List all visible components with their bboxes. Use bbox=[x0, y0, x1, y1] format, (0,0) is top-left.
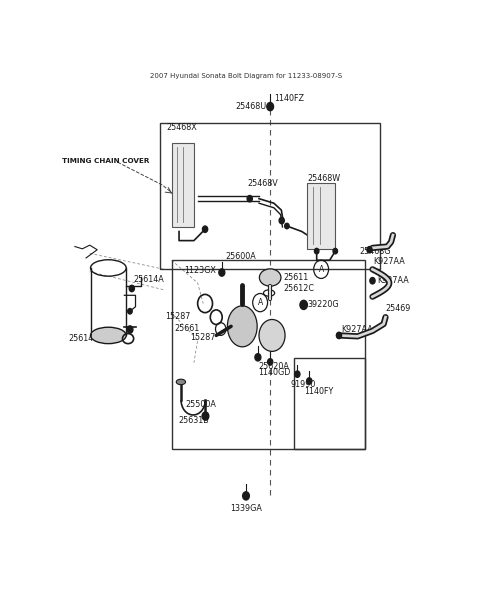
Text: 2007 Hyundai Sonata Bolt Diagram for 11233-08907-S: 2007 Hyundai Sonata Bolt Diagram for 112… bbox=[150, 73, 342, 79]
Bar bbox=[294, 358, 365, 449]
Bar bbox=[307, 183, 335, 249]
Circle shape bbox=[267, 102, 274, 111]
Ellipse shape bbox=[259, 320, 285, 352]
Circle shape bbox=[314, 249, 319, 254]
Ellipse shape bbox=[228, 306, 257, 347]
Text: 25612C: 25612C bbox=[283, 284, 314, 294]
Circle shape bbox=[247, 195, 252, 202]
Circle shape bbox=[279, 217, 284, 224]
Circle shape bbox=[255, 353, 261, 361]
Text: 25468X: 25468X bbox=[166, 123, 197, 132]
Circle shape bbox=[129, 285, 134, 292]
Text: 25468G: 25468G bbox=[360, 247, 391, 256]
Text: 1140FY: 1140FY bbox=[304, 387, 333, 397]
Circle shape bbox=[367, 246, 372, 253]
Text: K927AA: K927AA bbox=[341, 326, 372, 334]
Text: 25468U: 25468U bbox=[235, 102, 266, 111]
Bar bbox=[160, 124, 380, 269]
Circle shape bbox=[203, 226, 208, 233]
Text: A: A bbox=[257, 298, 263, 307]
Text: 15287: 15287 bbox=[190, 333, 216, 342]
Text: 25631B: 25631B bbox=[178, 416, 209, 425]
Ellipse shape bbox=[176, 379, 186, 385]
Circle shape bbox=[307, 378, 312, 384]
Text: 1140GD: 1140GD bbox=[259, 368, 291, 377]
Text: 25661: 25661 bbox=[174, 324, 200, 333]
Circle shape bbox=[267, 359, 273, 365]
Circle shape bbox=[336, 332, 342, 339]
Circle shape bbox=[202, 412, 209, 420]
Text: 25614: 25614 bbox=[68, 334, 94, 343]
Circle shape bbox=[295, 371, 300, 377]
Bar bbox=[172, 143, 194, 227]
Text: 25611: 25611 bbox=[283, 272, 309, 282]
Text: 25600A: 25600A bbox=[226, 252, 256, 261]
Text: 25620A: 25620A bbox=[259, 362, 289, 371]
Text: 25468V: 25468V bbox=[248, 179, 278, 188]
Text: 25614A: 25614A bbox=[133, 275, 165, 284]
Text: 39220G: 39220G bbox=[307, 300, 339, 310]
Text: 25468W: 25468W bbox=[307, 173, 340, 183]
Circle shape bbox=[243, 492, 249, 500]
Text: 15287: 15287 bbox=[165, 312, 190, 321]
Text: K927AA: K927AA bbox=[377, 276, 408, 285]
Text: A: A bbox=[319, 265, 324, 274]
Bar bbox=[172, 260, 365, 449]
Text: TIMING CHAIN COVER: TIMING CHAIN COVER bbox=[62, 158, 149, 164]
Text: 25469: 25469 bbox=[385, 304, 411, 313]
Text: 1339GA: 1339GA bbox=[230, 504, 262, 513]
Circle shape bbox=[370, 278, 375, 284]
Circle shape bbox=[219, 269, 225, 276]
Ellipse shape bbox=[259, 269, 281, 286]
Circle shape bbox=[127, 326, 133, 333]
Circle shape bbox=[300, 300, 307, 310]
Text: K927AA: K927AA bbox=[373, 256, 405, 266]
Circle shape bbox=[285, 223, 289, 229]
Text: 25500A: 25500A bbox=[186, 400, 216, 409]
Circle shape bbox=[128, 308, 132, 314]
Text: 1123GX: 1123GX bbox=[184, 266, 216, 275]
Text: 1140FZ: 1140FZ bbox=[275, 94, 305, 103]
Text: 91990: 91990 bbox=[290, 380, 316, 389]
Ellipse shape bbox=[91, 327, 126, 343]
Circle shape bbox=[333, 249, 337, 254]
